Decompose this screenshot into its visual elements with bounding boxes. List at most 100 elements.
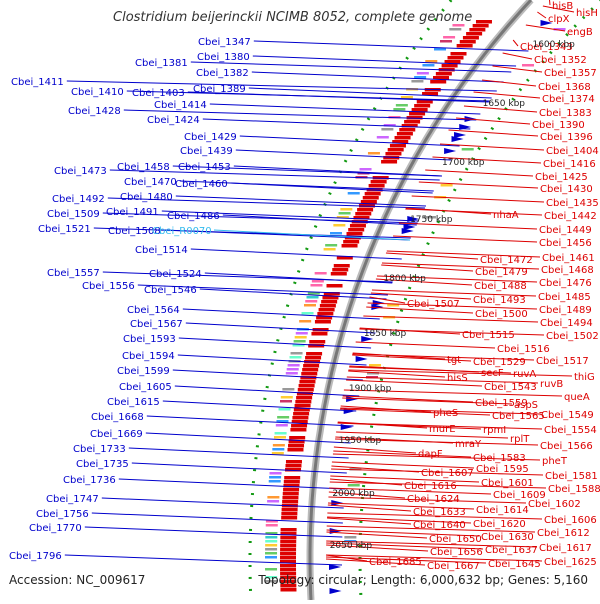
right-leader-line [363, 315, 539, 323]
reverse-gene-arrow [355, 356, 368, 362]
right-leader-line [342, 395, 474, 403]
right-leader-line [327, 517, 412, 525]
left-leader-line [128, 447, 349, 459]
forward-gene-block [414, 104, 431, 108]
left-leader-line [252, 55, 517, 67]
left-leader-line [187, 91, 489, 103]
reverse-cog-block [423, 216, 436, 219]
forward-gene-block [411, 108, 428, 112]
left-leader-line [190, 248, 402, 260]
right-leader-line [326, 554, 543, 562]
forward-gene-block [333, 264, 350, 268]
cog-feature-block [411, 80, 424, 83]
forward-gene-block [316, 316, 333, 320]
left-leader-line [190, 61, 512, 73]
forward-gene-block [283, 484, 300, 488]
reverse-gene-arrow [401, 228, 414, 234]
cog-feature-block [265, 544, 278, 547]
right-gene-label: aspS [514, 400, 538, 411]
forward-gene-block [321, 300, 338, 304]
forward-gene-block [308, 344, 325, 348]
forward-gene-block [318, 308, 335, 312]
right-gene-label: murE [429, 424, 456, 435]
forward-gene-block [299, 380, 316, 384]
ruler-label-kbp: 1650 kbp [483, 99, 526, 109]
right-leader-line [542, 5, 575, 13]
forward-gene-block [326, 284, 343, 288]
forward-gene-block [280, 576, 297, 580]
right-gene-label: Cbei_1425 [535, 172, 588, 183]
forward-gene-block [317, 312, 334, 316]
cog-feature-block [299, 320, 312, 323]
right-gene-label: Cbei_1602 [528, 499, 581, 510]
forward-gene-block [394, 136, 411, 140]
cog-feature-block [271, 452, 284, 455]
right-leader-line [326, 531, 428, 539]
right-gene-label: Cbei_1368 [538, 82, 591, 93]
left-gene-label: Cbei_1389 [193, 84, 246, 95]
forward-gene-block [287, 448, 304, 452]
forward-gene-block [472, 24, 489, 28]
cog-feature-block [265, 520, 278, 523]
left-gene-label: Cbei_1460 [175, 179, 228, 190]
forward-gene-block [314, 320, 331, 324]
cog-feature-block [422, 64, 435, 67]
right-leader-line [328, 491, 406, 499]
reverse-gene-arrow [371, 304, 384, 310]
right-gene-label: Cbei_1515 [462, 330, 515, 341]
reverse-gene-arrow [444, 148, 457, 154]
right-gene-label: clpX [548, 14, 570, 25]
right-gene-label: Cbei_1637 [485, 545, 538, 556]
forward-gene-block [281, 516, 298, 520]
left-gene-label: Cbei_1564 [127, 305, 180, 316]
forward-gene-block [280, 584, 297, 588]
right-leader-line [348, 369, 573, 377]
right-leader-line [325, 556, 487, 564]
right-leader-line [525, 24, 566, 32]
right-gene-label: Cbei_1468 [541, 265, 594, 276]
cog-feature-block [336, 216, 349, 219]
right-leader-line [375, 278, 473, 286]
reverse-gene-arrow [403, 224, 416, 230]
cog-feature-block [265, 548, 278, 551]
left-gene-label: Cbei_1429 [184, 132, 237, 143]
forward-gene-block [281, 512, 298, 516]
cog-feature-block [393, 108, 406, 111]
forward-gene-block [368, 184, 385, 188]
forward-gene-block [306, 352, 323, 356]
right-leader-line [367, 302, 538, 310]
forward-gene-block [280, 532, 297, 536]
cog-feature-block [306, 296, 319, 299]
forward-gene-block [322, 296, 339, 300]
forward-gene-block [475, 20, 492, 24]
right-gene-label: Cbei_1566 [540, 441, 593, 452]
right-gene-label: Cbei_1357 [544, 68, 597, 79]
right-gene-label: Cbei_1516 [497, 344, 550, 355]
cog-feature-block [347, 192, 360, 195]
left-leader-line [182, 308, 380, 320]
reverse-cog-block [440, 184, 453, 187]
left-leader-line [248, 87, 492, 99]
forward-gene-block [433, 76, 450, 80]
right-leader-line [439, 143, 545, 151]
cog-feature-block [274, 432, 287, 435]
right-leader-line [359, 328, 545, 336]
right-gene-label: Cbei_1343 [520, 42, 573, 53]
reverse-gene-arrow [340, 424, 353, 430]
right-gene-label: Cbei_1396 [540, 132, 593, 143]
right-gene-label: Cbei_1476 [539, 278, 592, 289]
right-gene-label: rplT [510, 434, 530, 445]
ruler-label-kbp: 2050 kbp [330, 541, 373, 551]
reverse-gene-arrow [346, 396, 359, 402]
right-gene-label: tgt [447, 355, 461, 366]
left-gene-label: Cbei_1524 [149, 269, 202, 280]
reverse-cog-block [387, 304, 400, 307]
right-gene-label: Cbei_1472 [480, 255, 533, 266]
left-leader-line [209, 103, 481, 115]
right-leader-line [328, 496, 527, 504]
forward-gene-block [280, 588, 297, 592]
left-leader-line [177, 354, 367, 366]
right-leader-line [327, 516, 472, 524]
right-leader-line [369, 296, 406, 304]
